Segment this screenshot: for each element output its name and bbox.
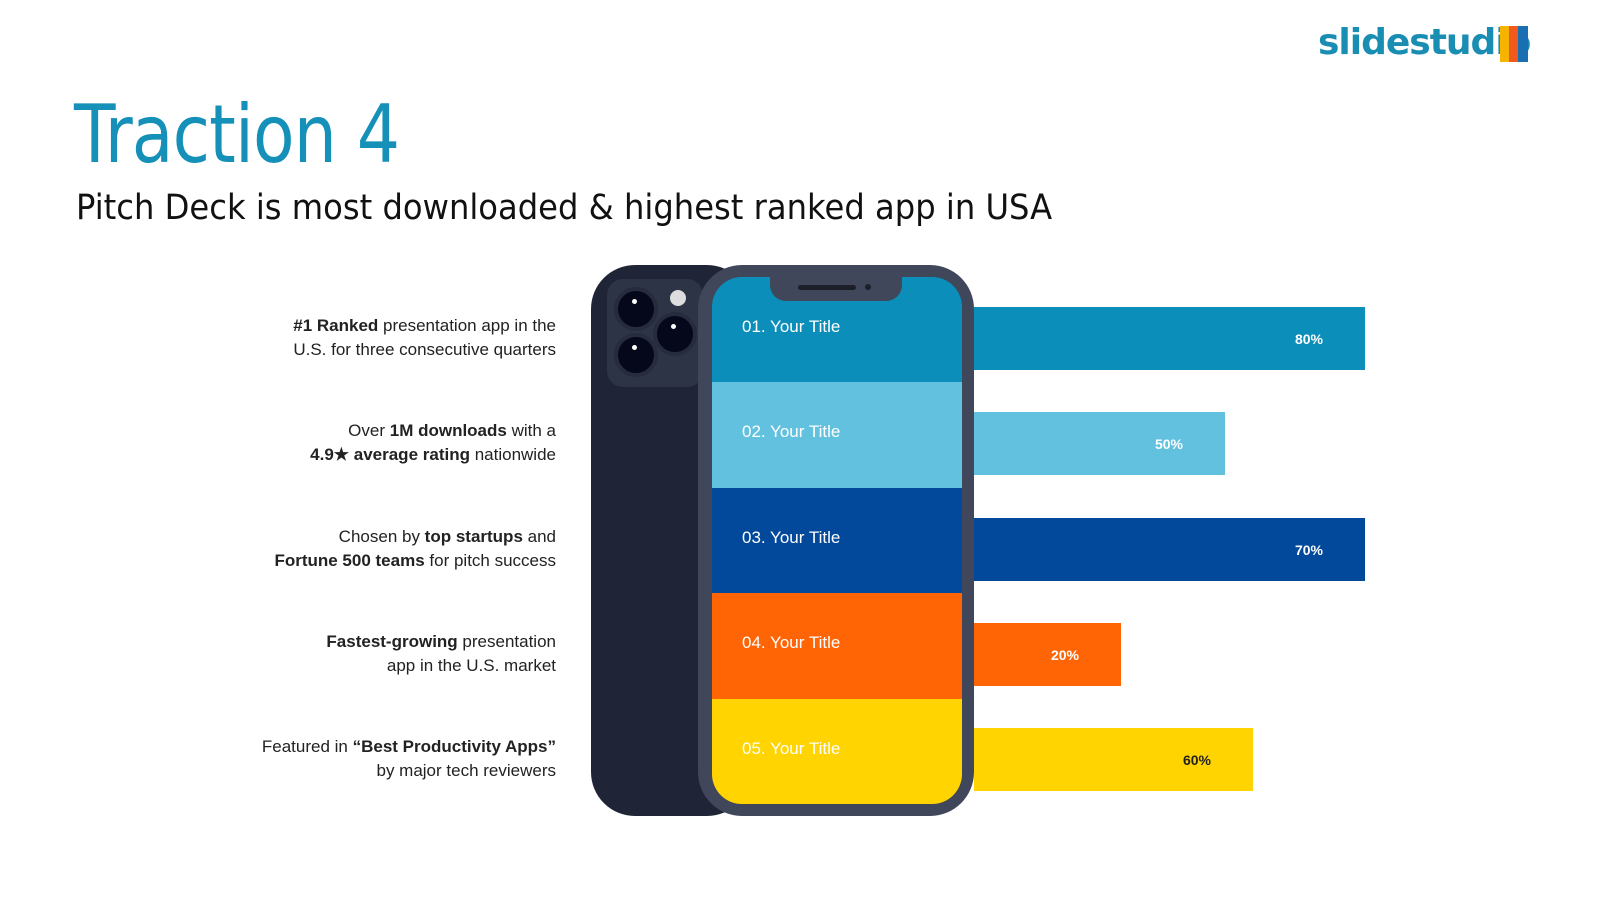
description-line: by major tech reviewers [196, 759, 556, 783]
bar-label: 50% [1154, 435, 1183, 452]
bar-label: 70% [1294, 541, 1323, 558]
text: presentation app in the [378, 316, 556, 335]
camera-lens-icon [614, 287, 658, 331]
bar-3: 70% [974, 518, 1365, 581]
camera-lens-icon [614, 333, 658, 377]
front-camera-icon [865, 284, 871, 290]
segment-title: 02. Your Title [742, 422, 841, 442]
bold-text: #1 Ranked [293, 316, 379, 335]
speaker-icon [798, 285, 856, 290]
description-line: Fastest-growing presentation [196, 630, 556, 654]
bar-1: 80% [974, 307, 1365, 370]
screen-segment-4: 04. Your Title [712, 593, 962, 699]
bar-label: 20% [1050, 646, 1079, 663]
text: U.S. for three consecutive quarters [293, 340, 556, 359]
bar-4: 20% [974, 623, 1121, 686]
segment-title: 05. Your Title [742, 738, 841, 758]
text: for pitch success [424, 551, 556, 570]
bold-text: top startups [424, 527, 523, 546]
text: Chosen by [338, 527, 425, 546]
description-line: Featured in “Best Productivity Apps” [196, 735, 556, 759]
text: nationwide [469, 445, 556, 464]
phone-screen: 01. Your Title 02. Your Title 03. Your Tit… [712, 277, 962, 804]
bar-5: 60% [974, 728, 1253, 791]
description-line: app in the U.S. market [196, 654, 556, 678]
segment-title: 03. Your Title [742, 527, 841, 547]
screen-segment-5: 05. Your Title [712, 698, 962, 804]
bold-text: 1M downloads [389, 421, 507, 440]
text: by major tech reviewers [376, 761, 556, 780]
bold-text: “Best Productivity Apps” [352, 737, 556, 756]
row-description-3: Chosen by top startups and Fortune 500 te… [196, 525, 556, 573]
slidestudio-logo: slidestudio [1318, 22, 1531, 63]
description-line: 4.9★ average rating nationwide [196, 443, 556, 467]
page-subtitle: Pitch Deck is most downloaded & highest … [76, 188, 1053, 228]
text: and [522, 527, 556, 546]
logo-mark-icon [1500, 26, 1528, 62]
description-line: Over 1M downloads with a [196, 419, 556, 443]
segment-title: 04. Your Title [742, 633, 841, 653]
bar-2: 50% [974, 412, 1225, 475]
screen-segment-2: 02. Your Title [712, 382, 962, 488]
row-description-5: Featured in “Best Productivity Apps” by m… [196, 735, 556, 783]
screen-segment-3: 03. Your Title [712, 487, 962, 594]
description-line: Fortune 500 teams for pitch success [196, 549, 556, 573]
segment-title: 01. Your Title [742, 317, 841, 336]
bold-text: 4.9★ average rating [310, 445, 470, 464]
text: Featured in [261, 737, 353, 756]
description-line: #1 Ranked presentation app in the [196, 314, 556, 338]
text: with a [506, 421, 556, 440]
flash-icon [670, 290, 686, 306]
camera-lens-icon [653, 312, 697, 356]
text: presentation [457, 632, 556, 651]
page-title: Traction 4 [74, 88, 400, 181]
description-line: Chosen by top startups and [196, 525, 556, 549]
row-description-2: Over 1M downloads with a 4.9★ average rat… [196, 419, 556, 467]
bold-text: Fastest-growing [326, 632, 458, 651]
bold-text: Fortune 500 teams [274, 551, 425, 570]
row-description-1: #1 Ranked presentation app in the U.S. fo… [196, 314, 556, 362]
bar-label: 80% [1294, 330, 1323, 347]
bar-label: 60% [1182, 751, 1211, 768]
text: app in the U.S. market [386, 656, 556, 675]
row-description-4: Fastest-growing presentation app in the U… [196, 630, 556, 678]
description-line: U.S. for three consecutive quarters [196, 338, 556, 362]
text: Over [348, 421, 390, 440]
